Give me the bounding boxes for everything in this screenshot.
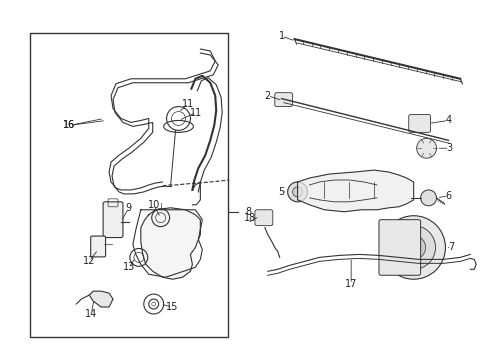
Text: 3: 3 <box>446 143 451 153</box>
Text: 16: 16 <box>63 121 75 130</box>
FancyBboxPatch shape <box>378 220 420 275</box>
Polygon shape <box>89 291 113 307</box>
Text: 8: 8 <box>244 207 250 217</box>
Circle shape <box>391 226 435 269</box>
Text: 4: 4 <box>445 116 450 126</box>
Text: 11: 11 <box>182 99 194 109</box>
Text: 17: 17 <box>344 279 357 289</box>
Circle shape <box>408 243 418 252</box>
Circle shape <box>381 216 445 279</box>
Text: 5: 5 <box>278 187 284 197</box>
Circle shape <box>416 138 436 158</box>
Text: 16: 16 <box>63 121 75 130</box>
FancyBboxPatch shape <box>90 236 105 257</box>
Text: 12: 12 <box>83 256 95 266</box>
FancyBboxPatch shape <box>103 202 122 238</box>
FancyBboxPatch shape <box>408 114 429 132</box>
Text: 10: 10 <box>147 200 160 210</box>
Circle shape <box>401 235 425 260</box>
Circle shape <box>287 182 307 202</box>
Polygon shape <box>141 208 200 279</box>
Text: 13: 13 <box>122 262 135 272</box>
Text: 15: 15 <box>166 302 179 312</box>
Text: 11: 11 <box>190 108 202 117</box>
FancyBboxPatch shape <box>254 210 272 226</box>
Text: 18: 18 <box>244 213 256 223</box>
Bar <box>30 33 228 337</box>
Circle shape <box>292 187 302 197</box>
Polygon shape <box>297 170 413 212</box>
Text: 2: 2 <box>264 91 270 101</box>
Text: 9: 9 <box>125 203 132 213</box>
Text: 7: 7 <box>447 243 453 252</box>
FancyBboxPatch shape <box>274 93 292 107</box>
Text: 1: 1 <box>278 31 284 41</box>
Text: 14: 14 <box>85 309 97 319</box>
Text: 6: 6 <box>445 191 450 201</box>
Circle shape <box>420 190 436 206</box>
